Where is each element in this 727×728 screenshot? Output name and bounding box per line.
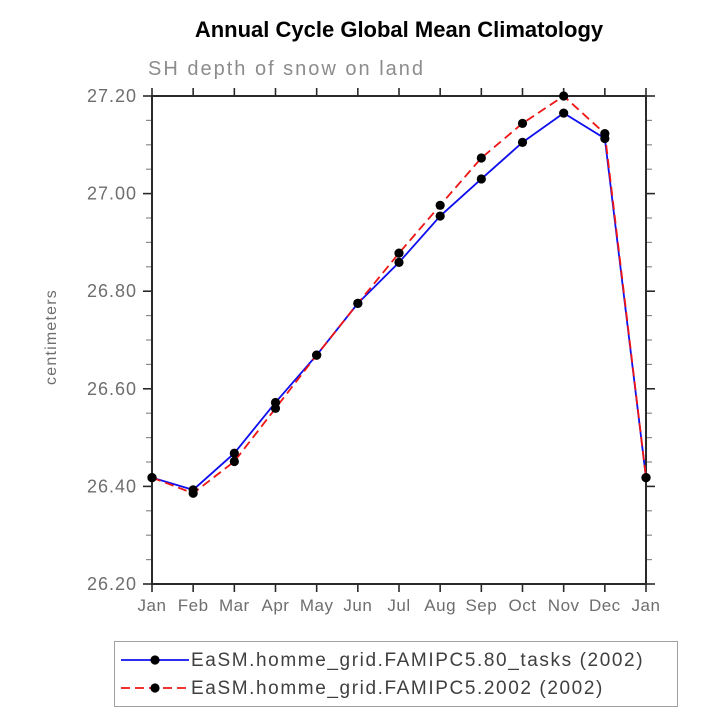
data-point-marker [147,473,157,483]
data-point-marker [600,128,610,139]
series-line-dashed [151,94,647,495]
x-tick-label: Apr [262,596,290,615]
legend-label: EaSM.homme_grid.FAMIPC5.2002 (2002) [191,677,604,699]
data-point-marker [435,200,445,210]
data-point-marker [188,488,198,498]
y-tick-label: 27.20 [87,86,137,106]
data-point-marker [517,118,528,128]
x-tick-label: Feb [178,596,209,615]
x-tick-label: Mar [219,596,250,615]
legend-sample-marker [150,655,160,665]
y-tick-label: 27.00 [87,184,137,204]
data-point-marker [476,174,486,184]
data-point-marker [394,248,404,258]
x-tick-label: Jan [632,596,661,615]
data-point-marker [353,298,363,308]
chart-subtitle: SH depth of snow on land [148,58,426,80]
data-point-marker [229,448,239,458]
y-tick-label: 26.20 [87,574,137,594]
data-point-marker [435,211,445,221]
x-tick-label: Jul [387,596,410,615]
plot-frame [151,95,647,585]
data-point-marker [559,108,569,118]
x-tick-label: Nov [548,596,580,615]
x-tick-label: May [300,596,334,615]
x-tick-label: Jan [138,596,167,615]
data-point-marker [517,137,528,147]
legend-label: EaSM.homme_grid.FAMIPC5.80_tasks (2002) [191,649,645,671]
x-tick-label: Aug [424,596,456,615]
data-point-marker [476,153,486,163]
data-point-marker [559,91,569,101]
data-point-marker [641,473,651,483]
x-tick-label: Dec [589,596,621,615]
y-tick-label: 26.40 [87,476,137,496]
y-tick-label: 26.80 [87,281,137,301]
data-point-marker [270,403,281,413]
data-point-marker [229,456,239,467]
legend-line-sample-solid [121,655,189,665]
legend-item: EaSM.homme_grid.FAMIPC5.80_tasks (2002) [119,646,677,674]
x-tick-label: Oct [509,596,537,615]
series-line-solid [151,112,647,491]
data-point-marker [312,350,322,360]
legend-box: EaSM.homme_grid.FAMIPC5.80_tasks (2002) … [114,641,678,707]
legend-line-sample-dashed [121,683,189,693]
chart-title: Annual Cycle Global Mean Climatology [194,17,604,42]
legend-item: EaSM.homme_grid.FAMIPC5.2002 (2002) [119,674,677,702]
data-point-marker [394,257,404,268]
y-tick-label: 26.60 [87,379,137,399]
x-tick-label: Sep [465,596,497,615]
x-tick-label: Jun [343,596,372,615]
legend-sample-marker [150,683,160,693]
